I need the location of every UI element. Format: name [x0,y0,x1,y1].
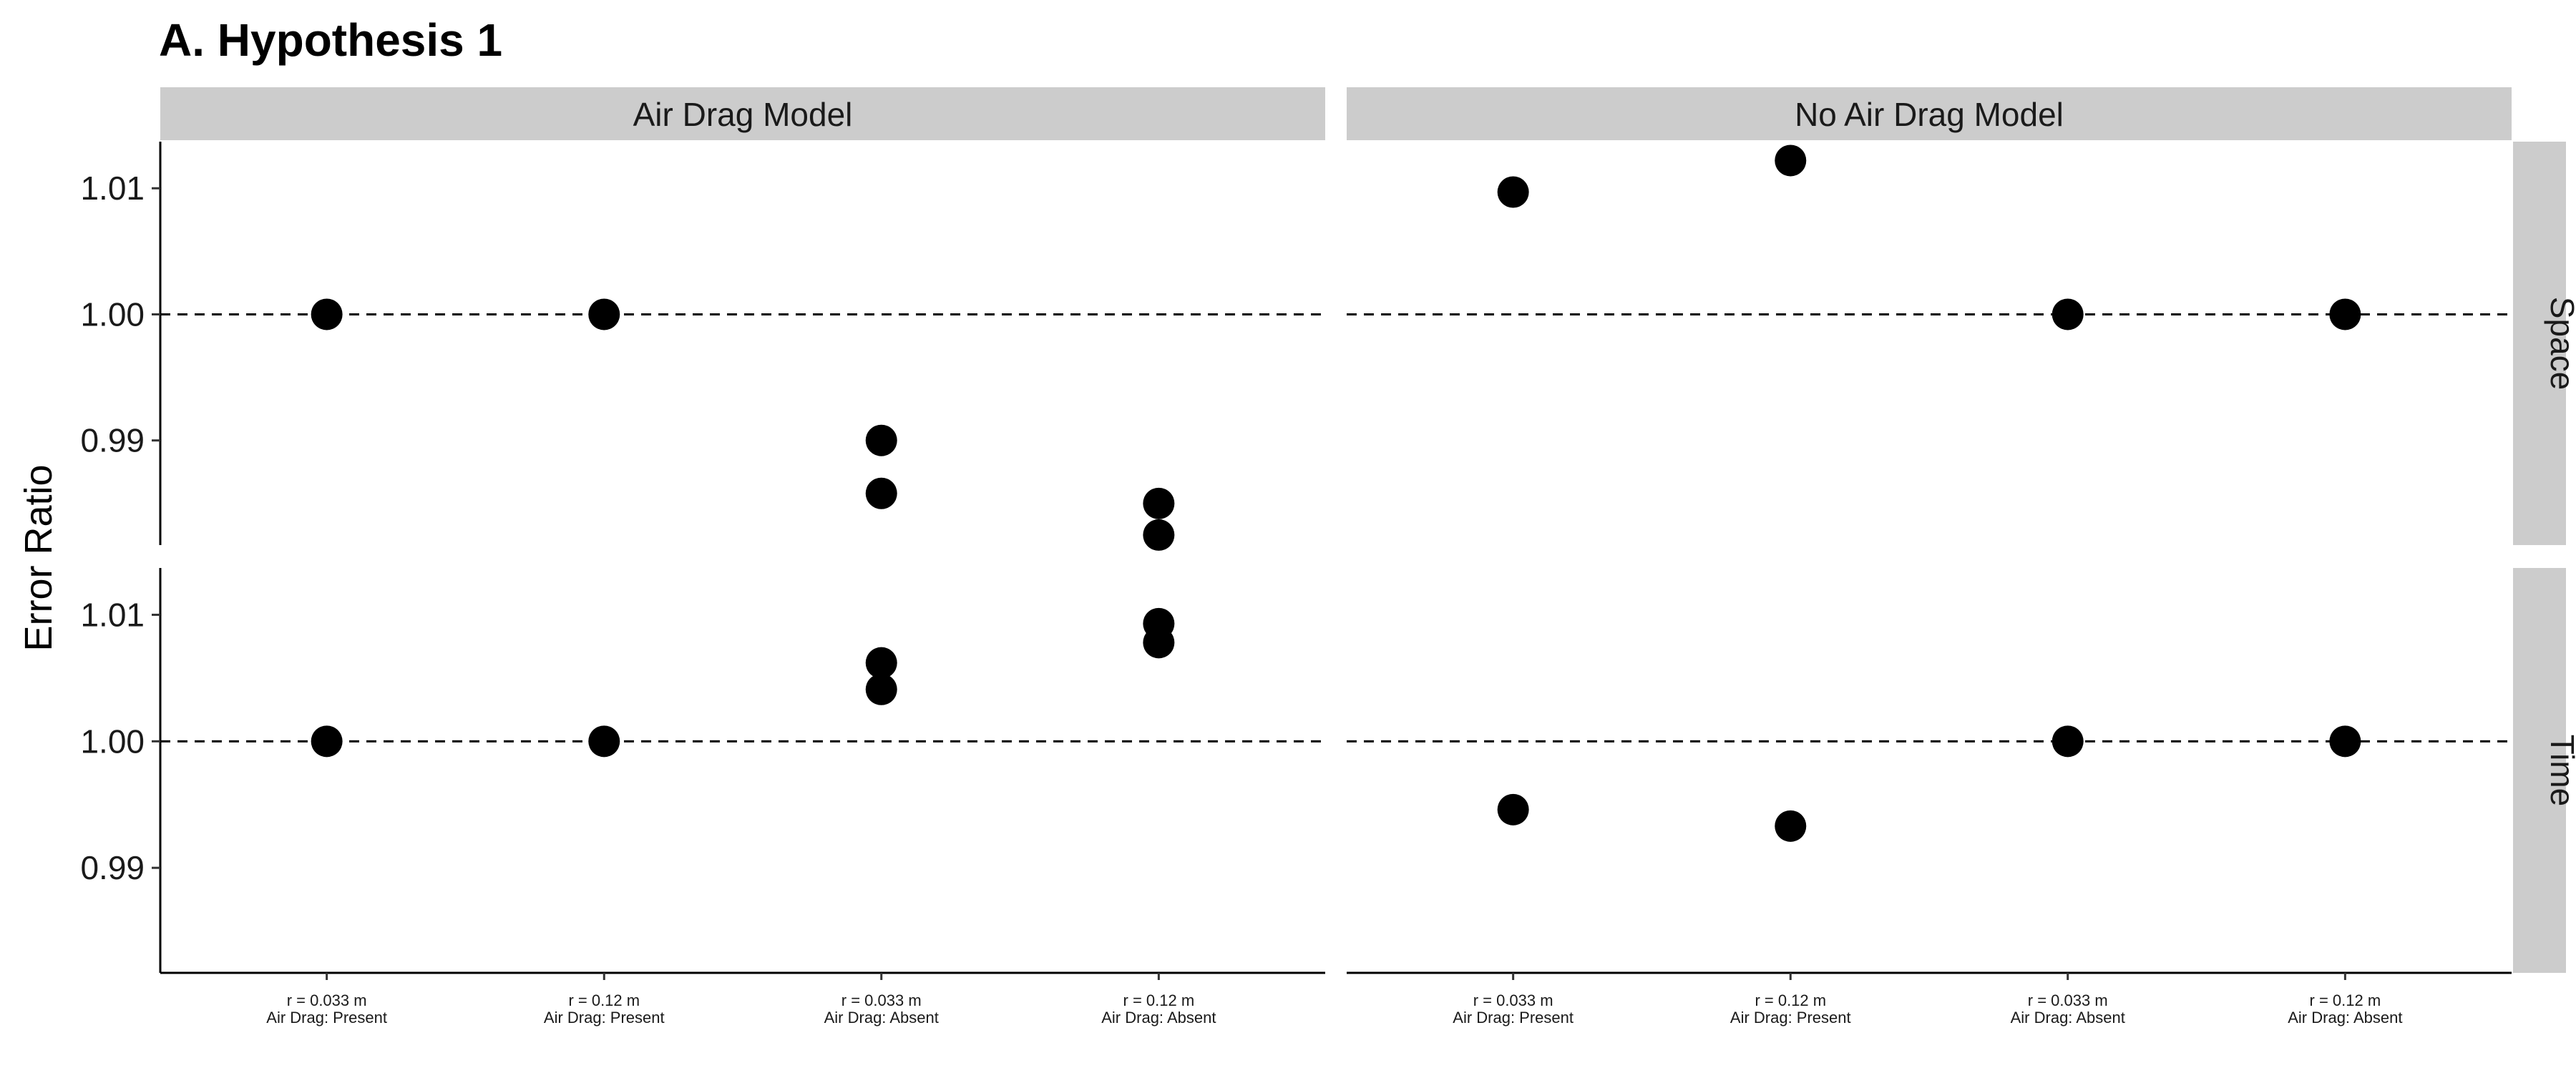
data-point [2329,298,2361,330]
facet-strip-label-row-0: Space [2544,297,2576,390]
x-tick-label: r = 0.033 m [1473,991,1553,1009]
y-tick-label: 1.00 [80,295,145,333]
data-point [865,424,897,456]
data-point [1143,487,1175,519]
data-point [311,298,343,330]
x-tick-label: Air Drag: Present [544,1009,665,1027]
data-point [588,298,620,330]
x-tick-label: Air Drag: Absent [2011,1009,2125,1027]
facet-strip-label-col-0: Air Drag Model [633,96,853,133]
data-point [1775,144,1807,177]
x-tick-label: r = 0.12 m [568,991,640,1009]
facet-strip-label-col-1: No Air Drag Model [1795,96,2064,133]
data-point [1143,627,1175,659]
facet-strip-label-row-1: Time [2544,735,2576,807]
y-tick-label: 1.01 [80,596,145,633]
facet-panels [160,144,2512,842]
data-point [2051,298,2084,330]
x-tick-label: Air Drag: Present [266,1009,387,1027]
x-tick-label: Air Drag: Absent [2288,1009,2402,1027]
chart-title: A. Hypothesis 1 [159,14,502,66]
data-point [865,477,897,509]
x-tick-label: r = 0.12 m [1755,991,1826,1009]
facet-strips: Air Drag Model No Air Drag Model Space Time [160,87,2576,973]
facet-strip-col-1 [1347,87,2512,140]
data-point [1497,793,1529,825]
data-point [865,647,897,679]
data-point [1143,519,1175,551]
x-tick-label: Air Drag: Absent [824,1009,939,1027]
y-tick-label: 1.01 [80,170,145,207]
y-tick-label: 0.99 [80,849,145,886]
x-tick-label: r = 0.033 m [841,991,922,1009]
data-point [865,673,897,705]
data-point [588,725,620,758]
y-axis-label: Error Ratio [17,464,60,651]
x-tick-label: Air Drag: Absent [1101,1009,1216,1027]
facet-strip-row-0 [2513,142,2566,545]
data-point [1775,810,1807,842]
x-tick-label: r = 0.12 m [1123,991,1195,1009]
x-tick-label: r = 0.12 m [2310,991,2381,1009]
x-tick-label: r = 0.033 m [287,991,367,1009]
data-point [2329,725,2361,758]
facet-strip-col-0 [160,87,1325,140]
facet-strip-row-1 [2513,568,2566,973]
y-tick-label: 0.99 [80,422,145,459]
x-tick-label: Air Drag: Present [1453,1009,1574,1027]
data-point [1497,176,1529,208]
data-point [2051,725,2084,758]
x-tick-label: r = 0.033 m [2028,991,2108,1009]
y-tick-label: 1.00 [80,722,145,760]
x-tick-label: Air Drag: Present [1730,1009,1851,1027]
data-point [311,725,343,758]
